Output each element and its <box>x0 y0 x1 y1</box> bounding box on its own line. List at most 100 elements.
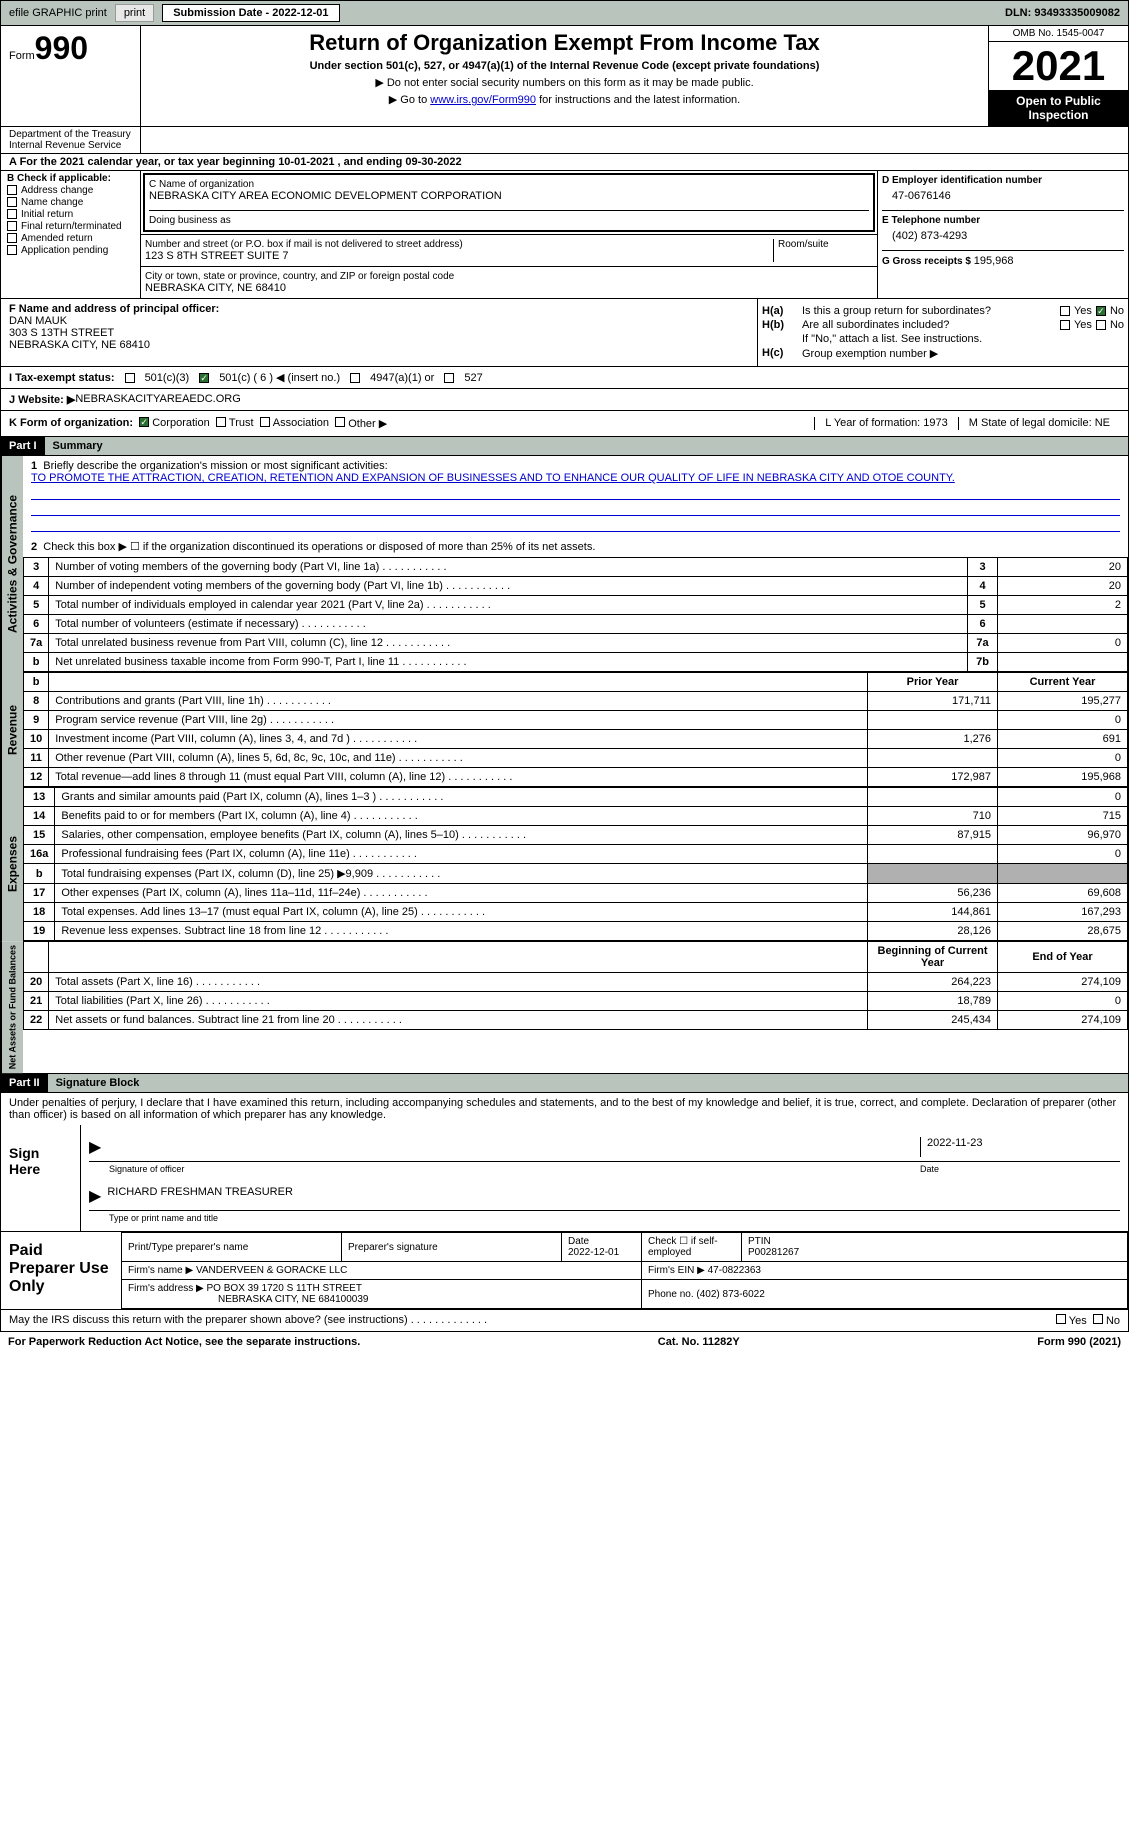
check-initial[interactable] <box>7 209 17 219</box>
hb-yes[interactable] <box>1060 320 1070 330</box>
col-d: D Employer identification number 47-0676… <box>878 171 1128 298</box>
signature-section: Under penalties of perjury, I declare th… <box>0 1093 1129 1232</box>
firm-name: VANDERVEEN & GORACKE LLC <box>196 1265 347 1276</box>
check-address[interactable] <box>7 185 17 195</box>
check-4947[interactable] <box>350 373 360 383</box>
discuss-no[interactable] <box>1093 1314 1103 1324</box>
year-box: OMB No. 1545-0047 2021 Open to Public In… <box>988 26 1128 126</box>
table-row: 18Total expenses. Add lines 13–17 (must … <box>24 903 1128 922</box>
d-label: D Employer identification number <box>882 175 1124 186</box>
table-row: 8Contributions and grants (Part VIII, li… <box>24 692 1128 711</box>
ha-no[interactable] <box>1096 306 1106 316</box>
check-501c3[interactable] <box>125 373 135 383</box>
room-label: Room/suite <box>778 239 873 250</box>
part2-header: Part II Signature Block <box>0 1074 1129 1093</box>
arrow-icon-2: ▶ <box>89 1186 101 1206</box>
org-name: NEBRASKA CITY AREA ECONOMIC DEVELOPMENT … <box>149 190 869 202</box>
note2: ▶ Go to www.irs.gov/Form990 for instruct… <box>145 93 984 106</box>
city-label: City or town, state or province, country… <box>145 271 873 282</box>
omb: OMB No. 1545-0047 <box>989 26 1128 42</box>
table-row: 19Revenue less expenses. Subtract line 1… <box>24 922 1128 941</box>
hc-text: Group exemption number ▶ <box>802 347 1124 360</box>
firm-phone: (402) 873-6022 <box>696 1289 764 1300</box>
ha-label: H(a) <box>762 305 802 317</box>
irs-link[interactable]: www.irs.gov/Form990 <box>430 94 536 106</box>
check-527[interactable] <box>444 373 454 383</box>
row-j: J Website: ▶ NEBRASKACITYAREAEDC.ORG <box>0 389 1129 411</box>
arrow-icon: ▶ <box>89 1137 101 1157</box>
row-i: I Tax-exempt status: 501(c)(3) 501(c) ( … <box>0 367 1129 389</box>
discuss-text: May the IRS discuss this return with the… <box>9 1314 487 1327</box>
table-row: 22Net assets or fund balances. Subtract … <box>24 1011 1128 1030</box>
vtext-expenses: Expenses <box>1 787 23 941</box>
c-label: C Name of organization <box>149 179 869 190</box>
col-b: B Check if applicable: Address change Na… <box>1 171 141 298</box>
check-corp[interactable] <box>139 417 149 427</box>
vtext-revenue: Revenue <box>1 672 23 787</box>
j-label: J Website: ▶ <box>9 393 75 406</box>
table-row: 13Grants and similar amounts paid (Part … <box>24 788 1128 807</box>
m-state: M State of legal domicile: NE <box>958 417 1120 430</box>
form-label: Form <box>9 50 35 62</box>
hb-label: H(b) <box>762 319 802 331</box>
table-row: 9Program service revenue (Part VIII, lin… <box>24 711 1128 730</box>
submission-date: Submission Date - 2022-12-01 <box>162 4 339 22</box>
table-row: 3Number of voting members of the governi… <box>24 558 1128 577</box>
table-row: 20Total assets (Part X, line 16) 264,223… <box>24 973 1128 992</box>
gross-receipts: 195,968 <box>974 255 1014 267</box>
row-k: K Form of organization: Corporation Trus… <box>0 411 1129 437</box>
address: 123 S 8TH STREET SUITE 7 <box>145 250 773 262</box>
check-pending[interactable] <box>7 245 17 255</box>
check-trust[interactable] <box>216 417 226 427</box>
part1-title: Summary <box>45 437 1128 455</box>
check-assoc[interactable] <box>260 417 270 427</box>
year: 2021 <box>989 42 1128 90</box>
form-footer: Form 990 (2021) <box>1037 1336 1121 1348</box>
sign-here: Sign Here <box>1 1125 81 1231</box>
ha-yes[interactable] <box>1060 306 1070 316</box>
hc-label: H(c) <box>762 347 802 360</box>
hb-no[interactable] <box>1096 320 1106 330</box>
part2-hdr: Part II <box>1 1074 48 1092</box>
discuss-yes[interactable] <box>1056 1314 1066 1324</box>
name-lbl: Type or print name and title <box>89 1213 1120 1223</box>
perjury-text: Under penalties of perjury, I declare th… <box>1 1093 1128 1125</box>
sig-officer-lbl: Signature of officer <box>89 1164 920 1174</box>
officer-name: DAN MAUK <box>9 315 749 327</box>
mission-block: 1 Briefly describe the organization's mi… <box>23 456 1128 557</box>
title-row: Form990 Return of Organization Exempt Fr… <box>0 26 1129 127</box>
g-label: G Gross receipts $ <box>882 256 974 267</box>
form-box: Form990 <box>1 26 141 126</box>
cat-no: Cat. No. 11282Y <box>658 1336 740 1348</box>
mission-text: TO PROMOTE THE ATTRACTION, CREATION, RET… <box>31 472 1120 484</box>
b-label: B Check if applicable: <box>7 173 134 184</box>
paid-preparer: Paid Preparer Use Only <box>1 1232 121 1309</box>
prep-sig-lbl: Preparer's signature <box>342 1233 562 1262</box>
print-button[interactable]: print <box>115 4 154 22</box>
table-row: 10Investment income (Part VIII, column (… <box>24 730 1128 749</box>
check-name[interactable] <box>7 197 17 207</box>
check-final[interactable] <box>7 221 17 231</box>
header-bar: efile GRAPHIC print print Submission Dat… <box>0 0 1129 26</box>
part1-header: Part I Summary <box>0 437 1129 456</box>
col-h: H(a)Is this a group return for subordina… <box>758 299 1128 366</box>
expenses-table: 13Grants and similar amounts paid (Part … <box>23 787 1128 941</box>
form-number: 990 <box>35 30 88 66</box>
dept-treasury: Department of the Treasury Internal Reve… <box>1 127 141 153</box>
check-501c[interactable] <box>199 373 209 383</box>
col-f: F Name and address of principal officer:… <box>1 299 758 366</box>
preparer-section: Paid Preparer Use Only Print/Type prepar… <box>0 1232 1129 1310</box>
vtext-netassets: Net Assets or Fund Balances <box>1 941 23 1073</box>
revenue-table: bPrior YearCurrent Year 8Contributions a… <box>23 672 1128 787</box>
check-other[interactable] <box>335 417 345 427</box>
check-amended[interactable] <box>7 233 17 243</box>
hb-note: If "No," attach a list. See instructions… <box>802 333 1124 345</box>
dept-row: Department of the Treasury Internal Reve… <box>0 127 1129 154</box>
table-row: bTotal fundraising expenses (Part IX, co… <box>24 864 1128 884</box>
dba-label: Doing business as <box>149 210 869 226</box>
firm-ein: 47-0822363 <box>708 1265 761 1276</box>
phone: (402) 873-4293 <box>882 226 1124 250</box>
ein: 47-0676146 <box>882 186 1124 210</box>
table-row: 21Total liabilities (Part X, line 26) 18… <box>24 992 1128 1011</box>
k-label: K Form of organization: <box>9 417 133 430</box>
